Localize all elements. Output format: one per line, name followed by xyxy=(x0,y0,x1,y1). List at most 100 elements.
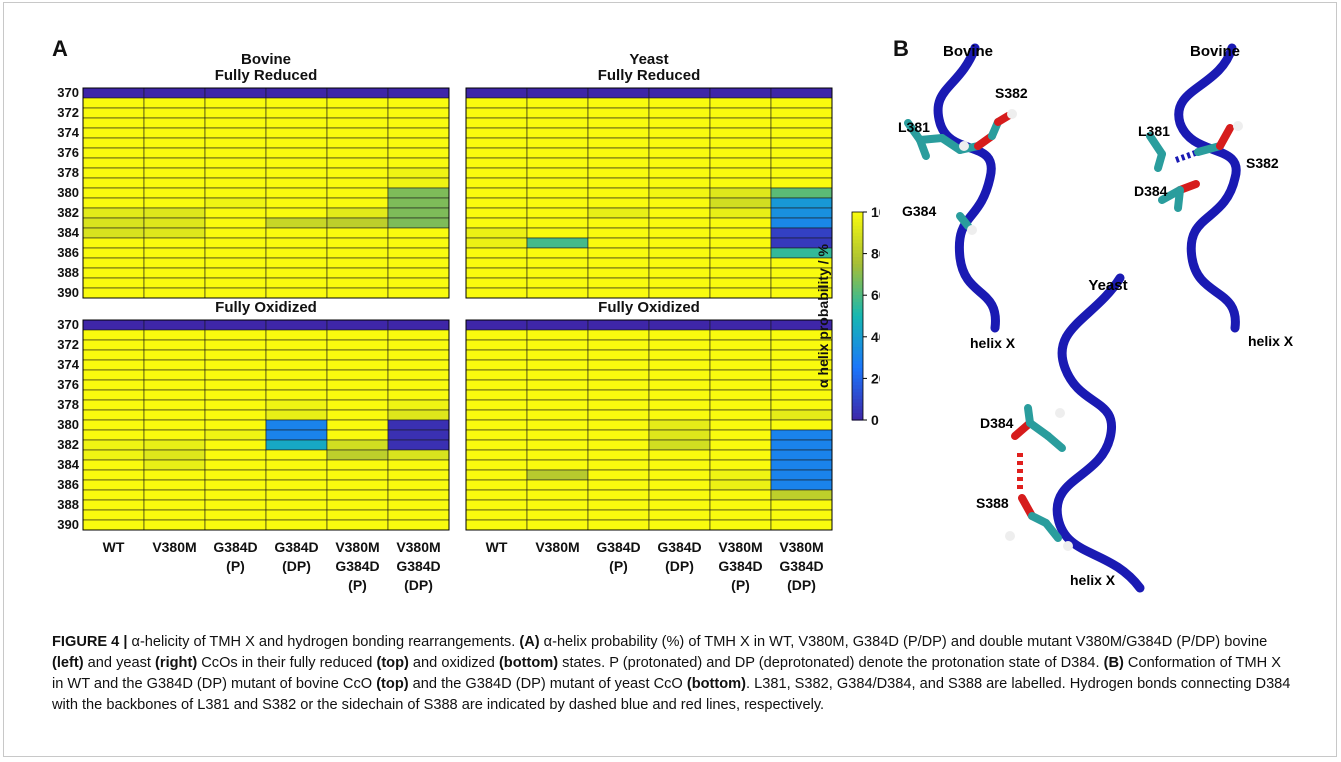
heatmap-cell xyxy=(465,207,528,219)
heatmap-cell xyxy=(204,329,267,341)
panel-state-title: Fully Reduced xyxy=(215,67,318,84)
residue-label-d384-yeast: D384 xyxy=(980,415,1014,431)
heatmap-panel-border xyxy=(82,87,450,299)
heatmap-cell xyxy=(143,127,206,139)
colorbar-label: α helix probability / % xyxy=(815,243,831,388)
heatmap-cell xyxy=(648,349,711,361)
heatmap-cell xyxy=(387,389,450,401)
heatmap-cell xyxy=(770,187,833,199)
heatmap-cell xyxy=(204,509,267,521)
colorbar-segment xyxy=(852,288,863,293)
heatmap-cell xyxy=(587,319,650,331)
colorbar-segment xyxy=(852,333,863,338)
x-tick-label: (DP) xyxy=(282,558,311,574)
heatmap-cell xyxy=(204,459,267,471)
heatmap-cell xyxy=(143,247,206,259)
heatmap-cell xyxy=(526,399,589,411)
x-tick-label: G384D xyxy=(335,558,379,574)
heatmap-cell xyxy=(465,247,528,259)
heatmap-cell xyxy=(143,339,206,351)
heatmap-cell xyxy=(204,519,267,531)
heatmap-cell xyxy=(326,247,389,259)
heatmap-cell xyxy=(143,107,206,119)
colorbar-segment xyxy=(852,354,863,359)
x-tick-label: V380M xyxy=(152,539,196,555)
heatmap-cell xyxy=(265,247,328,259)
heatmap-cell xyxy=(326,329,389,341)
panel-b-label: B xyxy=(893,36,909,61)
heatmap-cell xyxy=(326,157,389,169)
heatmap-cell xyxy=(526,369,589,381)
heatmap-cell xyxy=(82,319,145,331)
heatmap-cell xyxy=(82,187,145,199)
heatmap-cell xyxy=(143,429,206,441)
structure-title-bovine-wt: Bovine xyxy=(943,43,993,60)
heatmap-cell xyxy=(465,499,528,511)
residue-label-s382-mut: S382 xyxy=(1246,155,1279,171)
heatmap-cell xyxy=(82,107,145,119)
helix-yeast-mutant xyxy=(1005,273,1145,593)
colorbar-segment xyxy=(852,392,863,397)
heatmap-cell xyxy=(526,379,589,391)
heatmap-cell xyxy=(387,157,450,169)
heatmap-cell xyxy=(82,137,145,149)
heatmap-cell xyxy=(326,379,389,391)
heatmap-cell xyxy=(526,237,589,249)
heatmap-cell xyxy=(204,379,267,391)
caption-part-a-end: states. P (protonated) and DP (deprotona… xyxy=(558,655,1104,671)
heatmap-cell xyxy=(709,87,772,99)
y-tick-label: 374 xyxy=(57,357,79,372)
colorbar-segment xyxy=(852,347,863,352)
heatmap-cell xyxy=(326,469,389,481)
heatmap-cell xyxy=(648,87,711,99)
heatmap-cell xyxy=(587,499,650,511)
x-tick-label: (P) xyxy=(348,577,367,593)
heatmap-cell xyxy=(204,399,267,411)
heatmap-cell xyxy=(326,459,389,471)
heatmap-cell xyxy=(387,479,450,491)
heatmap-cell xyxy=(82,459,145,471)
heatmap-cell xyxy=(143,479,206,491)
heatmap-cell xyxy=(526,439,589,451)
colorbar-segment xyxy=(852,368,863,373)
heatmap-cell xyxy=(387,87,450,99)
structure-title-bovine-mutant: Bovine xyxy=(1190,43,1240,60)
heatmap-cell xyxy=(387,167,450,179)
x-tick-label: (DP) xyxy=(787,577,816,593)
heatmap-cell xyxy=(143,469,206,481)
heatmap-cell xyxy=(648,277,711,289)
heatmap-cell xyxy=(587,197,650,209)
heatmap-cell xyxy=(709,449,772,461)
heatmap-cell xyxy=(326,499,389,511)
heatmap-cell xyxy=(587,177,650,189)
heatmap-cell xyxy=(387,329,450,341)
heatmap-cell xyxy=(82,257,145,269)
colorbar-segment xyxy=(852,385,863,390)
heatmap-cell xyxy=(143,277,206,289)
heatmap-cell xyxy=(82,207,145,219)
colorbar-border xyxy=(851,211,864,421)
heatmap-cell xyxy=(526,449,589,461)
heatmap-cell xyxy=(387,339,450,351)
heatmap-cell xyxy=(465,419,528,431)
heatmap-cell xyxy=(587,419,650,431)
caption-part-b-text: Conformation of TMH X in WT and the G384… xyxy=(52,655,1281,692)
heatmap-cell xyxy=(82,339,145,351)
heatmap-cell xyxy=(648,267,711,279)
heatmap-cell xyxy=(387,469,450,481)
heatmap-cell xyxy=(465,339,528,351)
heatmap-cell xyxy=(82,399,145,411)
heatmap-cell xyxy=(770,177,833,189)
heatmap-cell xyxy=(143,197,206,209)
heatmap-cell xyxy=(387,207,450,219)
heatmap-cell xyxy=(204,137,267,149)
heatmap-cell xyxy=(265,257,328,269)
heatmap-cell xyxy=(265,519,328,531)
heatmap-cell xyxy=(526,459,589,471)
heatmap-cell xyxy=(526,137,589,149)
heatmap-cell xyxy=(770,127,833,139)
heatmap-cell xyxy=(326,419,389,431)
heatmap-cell xyxy=(587,369,650,381)
heatmap-cell xyxy=(465,277,528,289)
caption-left: (left) xyxy=(52,655,84,671)
